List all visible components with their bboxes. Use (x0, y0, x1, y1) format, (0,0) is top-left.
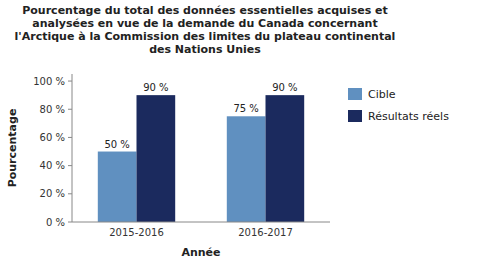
x-axis (72, 222, 330, 223)
legend-label: Résultats réels (368, 110, 449, 123)
y-tick (68, 109, 72, 110)
title-line: analysées en vue de la demande du Canada… (32, 17, 377, 30)
chart-container: Pourcentage du total des données essenti… (0, 0, 491, 265)
bar (227, 116, 266, 222)
legend-label: Cible (368, 88, 396, 101)
title: Pourcentage du total des données essenti… (15, 4, 396, 56)
y-tick (68, 222, 72, 223)
bar (137, 95, 176, 222)
title-line: l'Arctique à la Commission des limites d… (15, 30, 396, 43)
y-tick-label: 100 % (33, 76, 65, 87)
y-tick-label: 80 % (40, 104, 65, 115)
data-label: 90 % (143, 82, 168, 93)
title-line: Pourcentage du total des données essenti… (22, 4, 388, 17)
y-axis (72, 74, 73, 222)
data-label: 50 % (104, 139, 129, 150)
y-tick (68, 165, 72, 166)
y-tick (68, 193, 72, 194)
data-label: 90 % (272, 82, 297, 93)
x-axis-label: Année (181, 246, 220, 259)
y-tick-label: 20 % (40, 188, 65, 199)
y-tick-label: 40 % (40, 160, 65, 171)
y-tick-label: 0 % (46, 217, 65, 228)
x-tick-label: 2016-2017 (238, 227, 293, 238)
y-tick-label: 60 % (40, 132, 65, 143)
y-axis-label: Pourcentage (6, 109, 19, 188)
bar (98, 152, 137, 222)
bar (266, 95, 305, 222)
y-tick (68, 81, 72, 82)
legend-swatch (348, 88, 362, 100)
title-line: des Nations Unies (149, 43, 261, 56)
data-label: 75 % (233, 103, 258, 114)
chart-svg: Pourcentage du total des données essenti… (0, 0, 491, 265)
x-tick-label: 2015-2016 (109, 227, 164, 238)
legend-swatch (348, 110, 362, 122)
y-tick (68, 137, 72, 138)
bars (98, 95, 304, 222)
